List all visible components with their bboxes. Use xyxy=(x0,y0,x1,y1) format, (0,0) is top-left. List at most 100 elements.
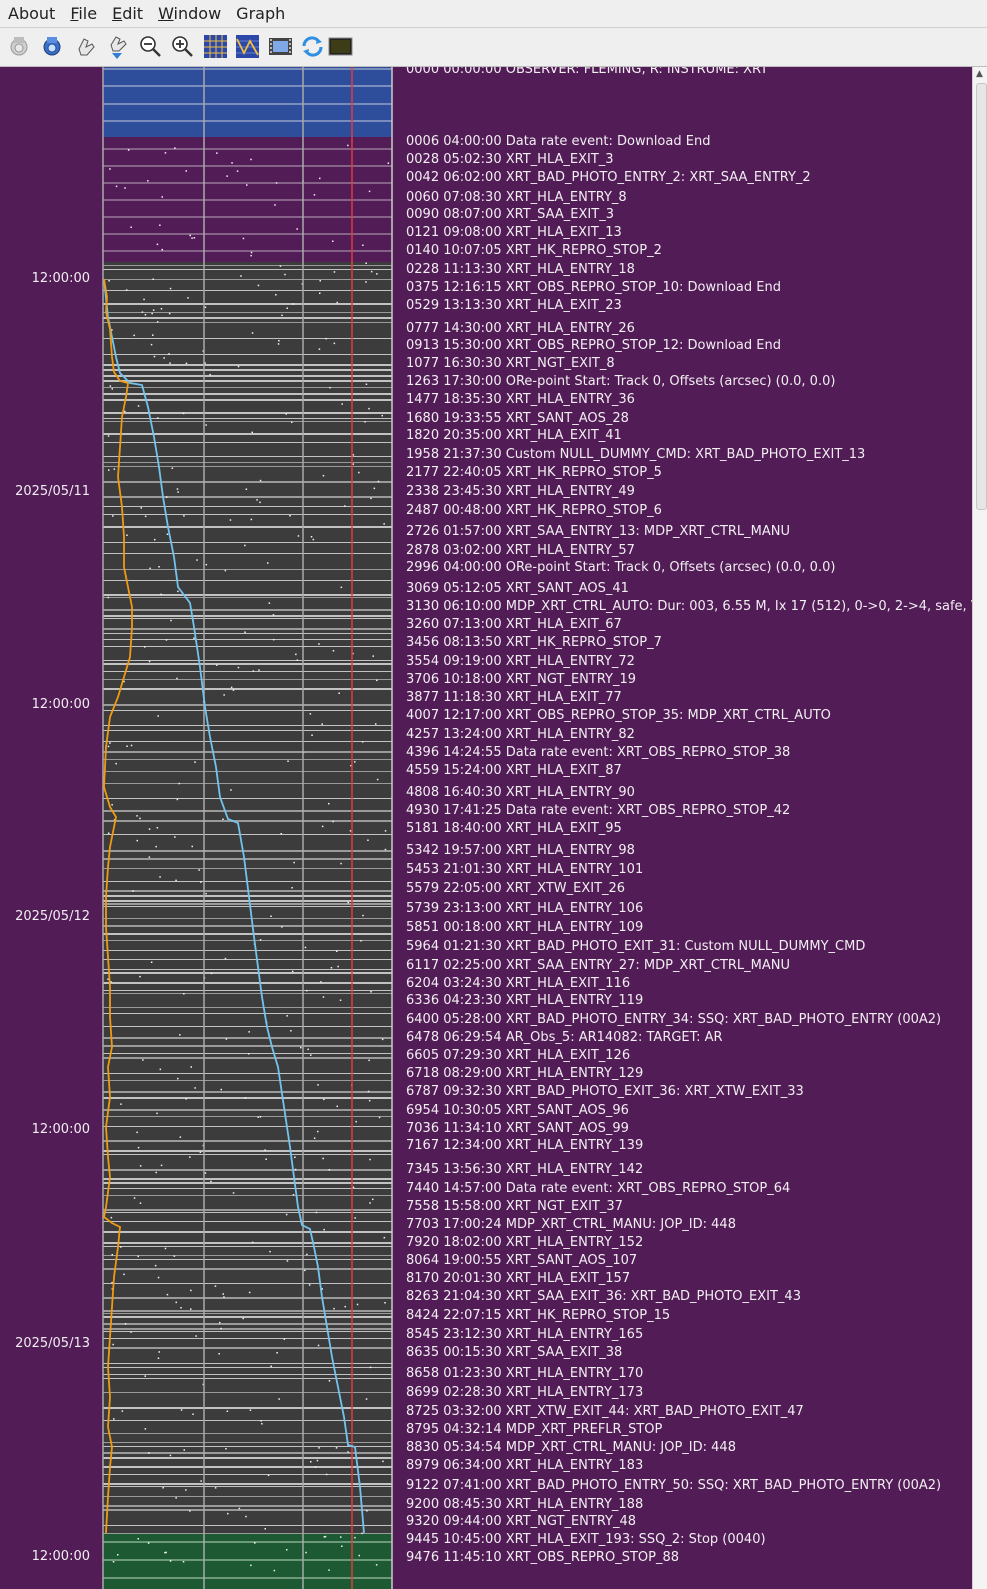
scroll-up-arrow-icon[interactable]: ▲ xyxy=(976,69,983,79)
event-item: 3456 08:13:50 XRT_HK_REPRO_STOP_7 xyxy=(406,635,662,650)
event-item: 3877 11:18:30 XRT_HLA_EXIT_77 xyxy=(406,690,622,705)
axis-label: 12:00:00 xyxy=(32,1122,90,1137)
axis-label: 2025/05/12 xyxy=(15,909,90,924)
menu-about[interactable]: About xyxy=(8,4,56,23)
event-item: 5453 21:01:30 XRT_HLA_ENTRY_101 xyxy=(406,862,644,877)
camera-gray-icon xyxy=(6,33,33,60)
orange-trace-line xyxy=(103,278,133,1534)
terminal-icon[interactable] xyxy=(327,33,354,60)
axis-label: 2025/05/13 xyxy=(15,1336,90,1351)
event-item: 7703 17:00:24 MDP_XRT_CTRL_MANU: JOP_ID:… xyxy=(406,1217,736,1232)
event-item: 0777 14:30:00 XRT_HLA_ENTRY_26 xyxy=(406,321,635,336)
event-item: 0228 11:13:30 XRT_HLA_ENTRY_18 xyxy=(406,262,635,277)
camera-blue-icon[interactable] xyxy=(39,33,66,60)
event-item: 2177 22:40:05 XRT_HK_REPRO_STOP_5 xyxy=(406,465,662,480)
axis-label: 12:00:00 xyxy=(32,697,90,712)
event-item: 7920 18:02:00 XRT_HLA_ENTRY_152 xyxy=(406,1235,644,1250)
event-item: 8545 23:12:30 XRT_HLA_ENTRY_165 xyxy=(406,1327,644,1342)
menu-graph[interactable]: Graph xyxy=(236,4,286,23)
event-item: 8064 19:00:55 XRT_SANT_AOS_107 xyxy=(406,1253,638,1268)
menu-edit[interactable]: Edit xyxy=(112,4,144,23)
event-item: 1263 17:30:00 ORe-point Start: Track 0, … xyxy=(406,374,836,389)
event-item: 5579 22:05:00 XRT_XTW_EXIT_26 xyxy=(406,881,626,896)
menu-window[interactable]: Window xyxy=(158,4,222,23)
refresh-icon[interactable] xyxy=(299,33,326,60)
zoom-out-icon[interactable] xyxy=(137,33,164,60)
event-item: 5964 01:21:30 XRT_BAD_PHOTO_EXIT_31: Cus… xyxy=(406,939,866,954)
event-item: 0042 06:02:00 XRT_BAD_PHOTO_ENTRY_2: XRT… xyxy=(406,170,811,185)
event-item: 6954 10:30:05 XRT_SANT_AOS_96 xyxy=(406,1103,629,1118)
event-item: 6478 06:29:54 AR_Obs_5: AR14082: TARGET:… xyxy=(406,1030,723,1045)
axis-label: 2025/05/11 xyxy=(15,484,90,499)
event-item: 3130 06:10:00 MDP_XRT_CTRL_AUTO: Dur: 00… xyxy=(406,599,972,614)
event-item: 5181 18:40:00 XRT_HLA_EXIT_95 xyxy=(406,821,622,836)
event-item: 4808 16:40:30 XRT_HLA_ENTRY_90 xyxy=(406,785,635,800)
event-item: 1820 20:35:00 XRT_HLA_EXIT_41 xyxy=(406,428,622,443)
axis-label: 12:00:00 xyxy=(32,1549,90,1564)
event-item: 5851 00:18:00 XRT_HLA_ENTRY_109 xyxy=(406,920,644,935)
event-item: 6400 05:28:00 XRT_BAD_PHOTO_ENTRY_34: SS… xyxy=(406,1012,942,1027)
grid-view-icon[interactable] xyxy=(202,33,229,60)
timeline-plot[interactable]: 12:00:00 2025/05/11 12:00:00 2025/05/12 12:0… xyxy=(0,67,400,1589)
toolbar xyxy=(0,28,987,67)
hand-pan-icon[interactable] xyxy=(72,33,99,60)
event-item: 7167 12:34:00 XRT_HLA_ENTRY_139 xyxy=(406,1138,644,1153)
menu-bar: About File Edit Window Graph xyxy=(0,0,987,28)
event-item: 8263 21:04:30 XRT_SAA_EXIT_36: XRT_BAD_P… xyxy=(406,1289,801,1304)
event-item: 6336 04:23:30 XRT_HLA_ENTRY_119 xyxy=(406,993,644,1008)
event-item: 4257 13:24:00 XRT_HLA_ENTRY_82 xyxy=(406,727,635,742)
event-item: 1477 18:35:30 XRT_HLA_ENTRY_36 xyxy=(406,392,635,407)
event-item: 6117 02:25:00 XRT_SAA_ENTRY_27: MDP_XRT_… xyxy=(406,958,791,973)
event-item: 8424 22:07:15 XRT_HK_REPRO_STOP_15 xyxy=(406,1308,671,1323)
event-item: 3554 09:19:00 XRT_HLA_ENTRY_72 xyxy=(406,654,635,669)
event-item: 0090 08:07:00 XRT_SAA_EXIT_3 xyxy=(406,207,614,222)
zoom-in-icon[interactable] xyxy=(169,33,196,60)
event-item: 5342 19:57:00 XRT_HLA_ENTRY_98 xyxy=(406,843,635,858)
scrollbar-thumb[interactable] xyxy=(976,83,987,510)
event-item: 8725 03:32:00 XRT_XTW_EXIT_44: XRT_BAD_P… xyxy=(406,1404,804,1419)
waveform-view-icon[interactable] xyxy=(234,33,261,60)
event-item: 2487 00:48:00 XRT_HK_REPRO_STOP_6 xyxy=(406,503,662,518)
event-item: 9476 11:45:10 XRT_OBS_REPRO_STOP_88 xyxy=(406,1550,679,1565)
event-item: 5739 23:13:00 XRT_HLA_ENTRY_106 xyxy=(406,901,644,916)
event-item: 8170 20:01:30 XRT_HLA_EXIT_157 xyxy=(406,1271,631,1286)
event-item: 9445 10:45:00 XRT_HLA_EXIT_193: SSQ_2: S… xyxy=(406,1532,766,1547)
hand-scroll-down-icon[interactable] xyxy=(104,33,131,60)
event-item: 8830 05:34:54 MDP_XRT_CTRL_MANU: JOP_ID:… xyxy=(406,1440,736,1455)
event-item: 2726 01:57:00 XRT_SAA_ENTRY_13: MDP_XRT_… xyxy=(406,524,791,539)
axis-label: 12:00:00 xyxy=(32,271,90,286)
menu-file[interactable]: File xyxy=(70,4,98,23)
band-blue xyxy=(103,67,392,137)
event-item: 4930 17:41:25 Data rate event: XRT_OBS_R… xyxy=(406,803,791,818)
event-item: 7036 11:34:10 XRT_SANT_AOS_99 xyxy=(406,1121,629,1136)
event-item: 0140 10:07:05 XRT_HK_REPRO_STOP_2 xyxy=(406,243,662,258)
event-item: 3260 07:13:00 XRT_HLA_EXIT_67 xyxy=(406,617,622,632)
film-strip-icon[interactable] xyxy=(267,33,294,60)
event-item: 1077 16:30:30 XRT_NGT_EXIT_8 xyxy=(406,356,615,371)
event-item: 8635 00:15:30 XRT_SAA_EXIT_38 xyxy=(406,1345,623,1360)
event-item: 9320 09:44:00 XRT_NGT_ENTRY_48 xyxy=(406,1514,637,1529)
event-item: 9122 07:41:00 XRT_BAD_PHOTO_ENTRY_50: SS… xyxy=(406,1478,942,1493)
event-item: 7440 14:57:00 Data rate event: XRT_OBS_R… xyxy=(406,1181,791,1196)
event-item: 2878 03:02:00 XRT_HLA_ENTRY_57 xyxy=(406,543,635,558)
event-item: 9200 08:45:30 XRT_HLA_ENTRY_188 xyxy=(406,1497,644,1512)
band-green xyxy=(103,1534,392,1589)
event-item: 0028 05:02:30 XRT_HLA_EXIT_3 xyxy=(406,152,614,167)
event-item: 1680 19:33:55 XRT_SANT_AOS_28 xyxy=(406,411,629,426)
event-item: 2338 23:45:30 XRT_HLA_ENTRY_49 xyxy=(406,484,635,499)
event-item: 7558 15:58:00 XRT_NGT_EXIT_37 xyxy=(406,1199,623,1214)
event-item: 8795 04:32:14 MDP_XRT_PREFLR_STOP xyxy=(406,1422,663,1437)
blue-trace-line xyxy=(103,278,365,1534)
band-data xyxy=(103,262,392,1534)
event-item: 1958 21:37:30 Custom NULL_DUMMY_CMD: XRT… xyxy=(406,447,866,462)
event-item: 0375 12:16:15 XRT_OBS_REPRO_STOP_10: Dow… xyxy=(406,280,781,295)
event-item: 8979 06:34:00 XRT_HLA_ENTRY_183 xyxy=(406,1458,644,1473)
event-item: 8699 02:28:30 XRT_HLA_ENTRY_173 xyxy=(406,1385,644,1400)
event-item: 6204 03:24:30 XRT_HLA_EXIT_116 xyxy=(406,976,631,991)
event-item: 6787 09:32:30 XRT_BAD_PHOTO_EXIT_36: XRT… xyxy=(406,1084,804,1099)
vertical-scrollbar[interactable]: ▲ xyxy=(972,67,987,1589)
event-item: 7345 13:56:30 XRT_HLA_ENTRY_142 xyxy=(406,1162,644,1177)
event-item: 3069 05:12:05 XRT_SANT_AOS_41 xyxy=(406,581,629,596)
event-item: 8658 01:23:30 XRT_HLA_ENTRY_170 xyxy=(406,1366,644,1381)
event-item: 0913 15:30:00 XRT_OBS_REPRO_STOP_12: Dow… xyxy=(406,338,781,353)
